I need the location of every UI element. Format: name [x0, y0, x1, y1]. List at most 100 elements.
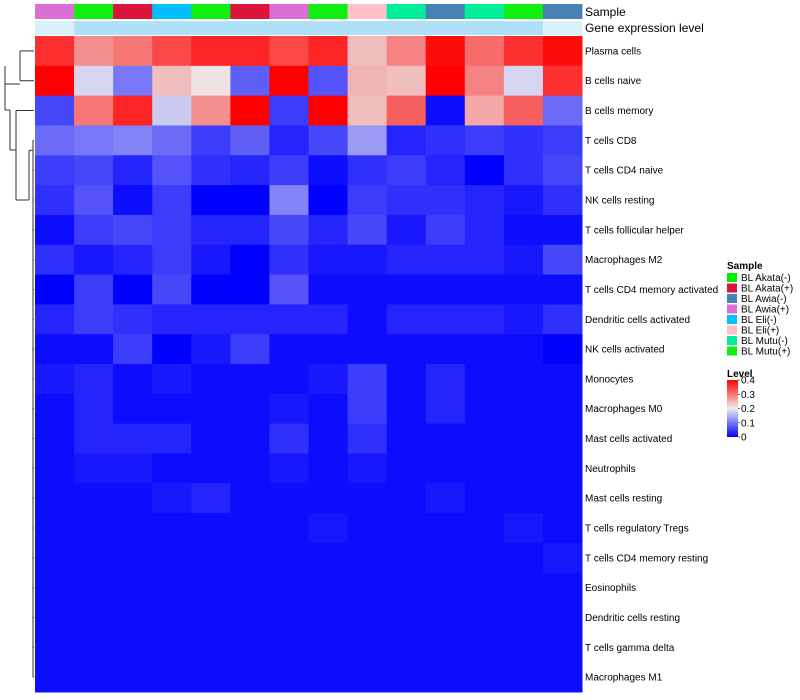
heatmap-cell	[230, 244, 270, 276]
sample-annotation-cell	[386, 4, 427, 19]
row-label: T cells CD4 memory activated	[585, 285, 718, 296]
heatmap-cell	[269, 483, 309, 514]
heatmap-cell	[308, 95, 349, 126]
heatmap-cell	[152, 572, 192, 604]
heatmap-cell	[74, 483, 114, 514]
heatmap-cell	[503, 304, 544, 335]
heatmap-cell	[74, 65, 114, 97]
heatmap-cell	[269, 95, 309, 126]
sample-legend: Sample BL Akata(-)BL Akata(+)BL Awia(-)B…	[727, 261, 793, 358]
heatmap-cell	[191, 214, 231, 246]
heatmap-cell	[191, 662, 231, 693]
heatmap-cell	[464, 423, 505, 454]
heatmap-cell	[503, 542, 544, 574]
heatmap-cell	[425, 214, 466, 246]
heatmap-cell	[386, 662, 427, 693]
heatmap-cell	[269, 364, 309, 395]
heatmap-cell	[347, 513, 388, 544]
heatmap-cell	[308, 483, 349, 514]
heatmap-cell	[425, 602, 466, 633]
heatmap-cell	[230, 185, 270, 216]
heatmap-cell	[230, 334, 270, 365]
heatmap-cell	[230, 602, 270, 633]
heatmap-cell	[152, 244, 192, 276]
gene-expression-annotation-cell	[230, 21, 270, 35]
heatmap-cell	[308, 542, 349, 574]
heatmap-cell	[386, 364, 427, 395]
heatmap-cell	[386, 95, 427, 126]
heatmap-cell	[113, 542, 153, 574]
heatmap-cell	[191, 244, 231, 276]
heatmap-cell	[152, 125, 192, 156]
heatmap-cell	[152, 513, 192, 544]
heatmap-cell	[347, 602, 388, 633]
heatmap-cell	[230, 453, 270, 484]
heatmap-cell	[503, 364, 544, 395]
heatmap-cell	[386, 423, 427, 454]
heatmap-cell	[386, 244, 427, 276]
heatmap-cell	[464, 36, 505, 67]
heatmap-cell	[503, 453, 544, 484]
gene-expression-annotation-cell	[542, 21, 583, 35]
heatmap-cell	[464, 632, 505, 663]
heatmap-cell	[503, 393, 544, 425]
heatmap-cell	[542, 423, 583, 454]
heatmap-cell	[347, 304, 388, 335]
sample-legend-label: BL Mutu(+)	[741, 347, 790, 358]
row-label: Eosinophils	[585, 583, 636, 594]
heatmap-cell	[347, 334, 388, 365]
sample-annotation-cell	[35, 4, 75, 19]
heatmap-cell	[503, 423, 544, 454]
sample-legend-swatch	[727, 304, 737, 314]
heatmap-cell	[308, 662, 349, 693]
heatmap-cell	[386, 542, 427, 574]
heatmap-cell	[191, 602, 231, 633]
heatmap-cell	[386, 453, 427, 484]
heatmap-cell	[269, 125, 309, 156]
heatmap-cell	[347, 483, 388, 514]
gene-expression-annotation-cell	[386, 21, 427, 35]
row-label: B cells memory	[585, 106, 653, 117]
gene-expression-annotation-cell	[308, 21, 348, 35]
heatmap-cell	[230, 214, 270, 246]
gene-expression-annotation-cell	[152, 21, 192, 35]
heatmap-cell	[464, 125, 505, 156]
heatmap-cell	[74, 453, 114, 484]
heatmap-cell	[542, 304, 583, 335]
heatmap-cell	[464, 662, 505, 693]
heatmap-cell	[269, 393, 309, 425]
heatmap-cell	[542, 65, 583, 97]
heatmap-cell	[113, 423, 153, 454]
row-label: T cells CD8	[585, 136, 637, 147]
row-label: Monocytes	[585, 374, 633, 385]
heatmap-cell	[113, 274, 153, 305]
heatmap-cell	[35, 572, 75, 604]
heatmap-cell	[74, 214, 114, 246]
heatmap-cell	[347, 274, 388, 305]
heatmap-cell	[269, 155, 309, 186]
row-label: T cells CD4 naive	[585, 166, 664, 177]
heatmap-cell	[74, 572, 114, 604]
heatmap-cell	[230, 542, 270, 574]
gene-expression-annotation-cell	[269, 21, 309, 35]
heatmap-cell	[269, 542, 309, 574]
heatmap-cell	[347, 393, 388, 425]
sample-legend-label: BL Eli(+)	[741, 326, 779, 337]
heatmap-cell	[308, 513, 349, 544]
heatmap-cell	[113, 304, 153, 335]
heatmap-cell	[503, 274, 544, 305]
heatmap-cell	[74, 95, 114, 126]
heatmap-cell	[113, 155, 153, 186]
heatmap-cell	[269, 513, 309, 544]
heatmap-cell	[152, 185, 192, 216]
sample-legend-swatch	[727, 315, 737, 324]
heatmap-cell	[464, 65, 505, 97]
heatmap-cell	[113, 125, 153, 156]
heatmap-cell	[347, 423, 388, 454]
heatmap-cell	[347, 632, 388, 663]
heatmap-cell	[308, 602, 349, 633]
heatmap-cell	[308, 423, 349, 454]
sample-annotation-cell	[152, 4, 192, 19]
heatmap-cell	[230, 632, 270, 663]
heatmap-cell	[230, 572, 270, 604]
